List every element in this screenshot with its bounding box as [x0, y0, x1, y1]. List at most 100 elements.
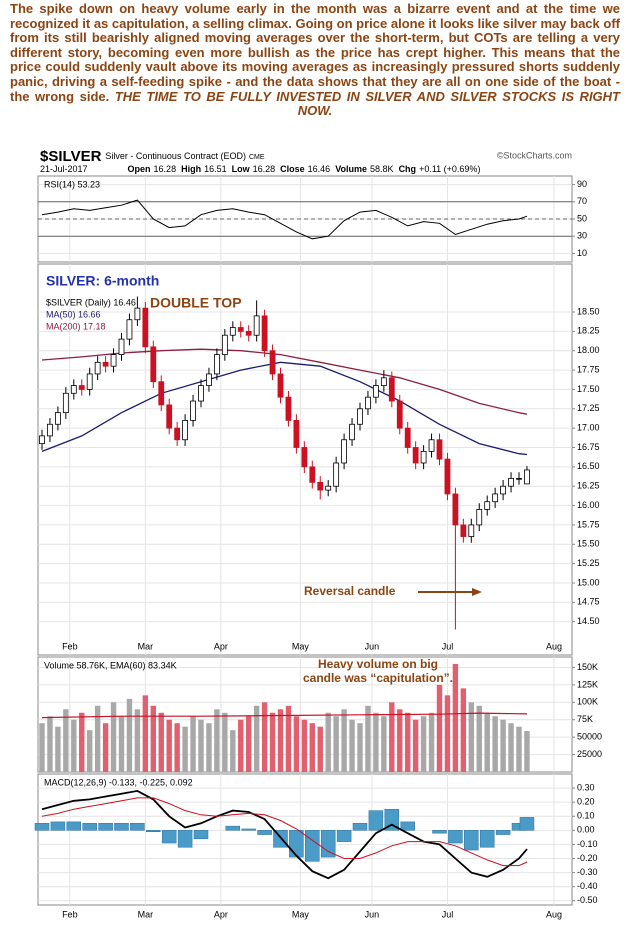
quote-value: 16.46	[308, 164, 331, 174]
legend-entry: $SILVER (Daily) 16.46	[46, 297, 136, 307]
candle-body	[150, 346, 157, 383]
y-tick-label: 0.30	[577, 782, 595, 792]
volume-bar	[246, 716, 252, 772]
histogram-bar	[257, 830, 272, 835]
volume-bar	[182, 726, 188, 772]
histogram-bar	[241, 828, 256, 831]
candle-body	[261, 315, 268, 352]
volume-bar	[420, 716, 427, 772]
volume-bar	[285, 705, 292, 772]
volume-bar	[134, 709, 141, 772]
volume-bar	[476, 705, 482, 772]
volume-bar	[87, 730, 93, 772]
candle-body	[277, 373, 284, 398]
volume-bar	[389, 702, 395, 772]
x-tick-label: Mar	[138, 641, 154, 651]
histogram-bar	[289, 830, 304, 858]
annotation: Reversal candle	[304, 584, 396, 598]
quote-value: 58.8K	[370, 164, 394, 174]
volume-bar	[357, 723, 363, 772]
line	[41, 789, 528, 880]
candle-body	[86, 373, 93, 390]
candle-body	[301, 447, 308, 468]
volume-bar	[500, 719, 506, 772]
y-tick-label: 70	[577, 196, 587, 206]
volume-bar	[71, 719, 77, 772]
volume-bar	[436, 684, 443, 772]
y-tick-label: 0.10	[577, 811, 595, 821]
x-tick-label: Aug	[546, 909, 562, 919]
x-tick-label: Aug	[546, 641, 562, 651]
y-tick-label: 50000	[577, 732, 602, 742]
candle-body	[508, 478, 514, 487]
histogram-bar	[305, 830, 320, 862]
quote-line: 21-Jul-2017 Open 16.28 High 16.51 Low 16.28 Clo…	[40, 164, 480, 174]
volume-bar	[230, 730, 236, 772]
volume-bar	[110, 702, 117, 772]
y-tick-label: 50	[577, 213, 587, 223]
x-tick-label: Feb	[62, 641, 78, 651]
histogram-bar	[320, 830, 336, 858]
candle-body	[357, 408, 363, 425]
volume-bar	[126, 698, 133, 772]
volume-bar	[309, 723, 315, 772]
histogram-bar	[34, 823, 50, 831]
x-tick-label: May	[292, 909, 310, 919]
candle-body	[524, 469, 530, 485]
candle-body	[269, 350, 276, 375]
candle-body	[388, 377, 395, 402]
volume-bar	[174, 723, 180, 772]
line	[41, 361, 528, 456]
volume-bar	[428, 712, 435, 772]
y-tick-label: 16.50	[577, 461, 600, 471]
x-tick-label: Feb	[62, 909, 78, 919]
candle-body	[468, 524, 475, 537]
candle-body	[412, 447, 419, 464]
candle-body	[325, 485, 332, 491]
y-tick-label: 125K	[577, 679, 598, 689]
y-tick-label: 18.50	[577, 306, 600, 316]
candle-body	[158, 381, 165, 406]
volume-bar	[317, 726, 323, 772]
y-tick-label: -0.40	[577, 881, 598, 891]
volume-bar	[79, 712, 85, 772]
quote-label: High	[181, 164, 201, 174]
volume-bar	[444, 695, 451, 772]
candle-body	[39, 435, 45, 445]
y-tick-label: 0.20	[577, 797, 595, 807]
volume-bar	[492, 716, 498, 772]
y-tick-label: 15.00	[577, 577, 600, 587]
volume-bar	[333, 716, 339, 772]
candle-body	[62, 392, 69, 414]
histogram-bar	[479, 830, 495, 848]
y-tick-label: 30	[577, 231, 587, 241]
commentary-emphasis: THE TIME TO BE FULLY INVESTED IN SILVER …	[114, 88, 620, 119]
volume-bar	[373, 712, 379, 772]
histogram-bar	[432, 830, 447, 834]
volume-bar	[269, 712, 276, 772]
candle-body	[317, 481, 324, 491]
candle-body	[428, 439, 435, 452]
volume-bar	[397, 709, 403, 772]
volume-bar	[158, 712, 164, 772]
volume-bar	[349, 719, 355, 772]
candle-body	[476, 509, 483, 526]
candle-body	[444, 458, 451, 495]
commentary: The spike down on heavy volume early in …	[10, 1, 620, 119]
volume-bar	[47, 716, 53, 772]
quote-value: 16.28	[253, 164, 276, 174]
histogram-bar	[225, 825, 241, 831]
y-tick-label: 10	[577, 248, 587, 258]
y-tick-label: 17.75	[577, 364, 600, 374]
histogram-bar	[519, 817, 535, 831]
annotation: Heavy volume on big	[318, 657, 438, 671]
line	[41, 797, 528, 867]
candle-body	[78, 385, 85, 390]
quote-label: Close	[280, 164, 305, 174]
x-tick-label: Jun	[365, 909, 380, 919]
volume-bar	[142, 695, 149, 772]
credit: ©StockCharts.com	[497, 150, 572, 160]
volume-bar	[118, 716, 125, 772]
volume-bar	[214, 709, 220, 772]
